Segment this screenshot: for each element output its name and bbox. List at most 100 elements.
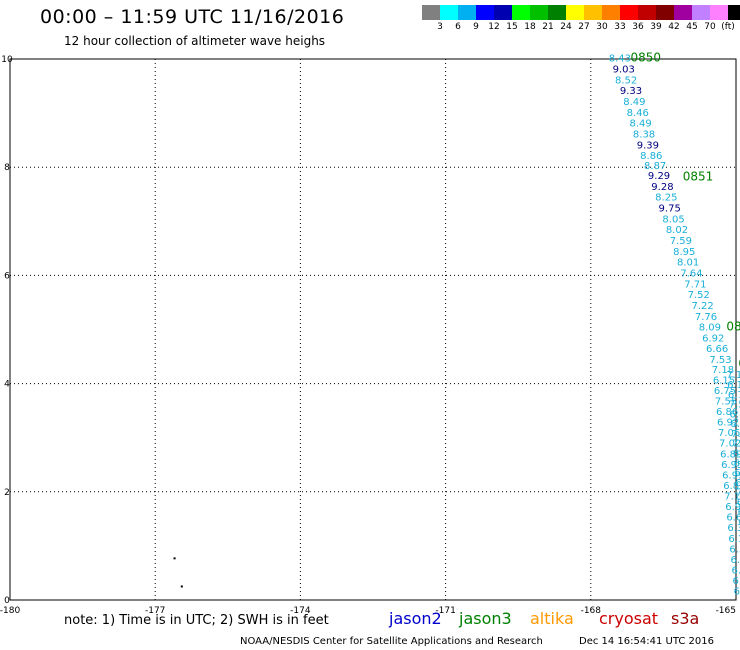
legend-swatch [710,5,728,20]
wave-height-label: 6.55 [732,565,740,576]
legend-swatch [620,5,638,20]
x-tick-label: -171 [435,606,455,616]
plot-frame [9,58,737,601]
wave-height-label: 7.02 [719,439,740,450]
wave-height-label: 8.87 [644,161,666,172]
wave-height-label: 6.89 [733,449,740,460]
wave-height-label: 6.99 [734,468,740,479]
legend-label: 39 [650,22,662,32]
legend-label: 24 [560,22,572,32]
legend-label: 33 [614,22,626,32]
x-tick-label: -165 [716,606,736,616]
satellite-jason3: jason3 [459,609,512,628]
wave-height-label: 8.01 [677,258,699,269]
wave-height-label: 6.86 [730,409,740,420]
legend-swatch [548,5,566,20]
wave-height-label: 6.75 [714,386,736,397]
wave-height-label: 6.95 [734,458,740,469]
color-legend [422,5,740,20]
wave-height-label: 8.49 [630,119,652,130]
y-tick-label: 6 [4,271,10,281]
wave-height-label: 6.61 [726,513,740,524]
legend-label: 15 [506,22,518,32]
wave-height-label: 8.49 [623,97,645,108]
wave-height-label: 7.52 [688,290,710,301]
wave-height-label: 8.43 [609,54,631,65]
wave-height-label: 9.33 [620,86,642,97]
wave-height-label: 6.99 [722,470,740,481]
footer-timestamp: Dec 14 16:54:41 UTC 2016 [579,636,714,647]
wave-height-label: 6.95 [721,460,740,471]
wave-height-label: 9.28 [651,182,673,193]
legend-label: 6 [455,22,461,32]
satellite-s3a: s3a [671,609,700,628]
page-title: 00:00 – 11:59 UTC 11/16/2016 [40,6,345,28]
y-tick-label: 0 [4,596,10,606]
legend-swatch [602,5,620,20]
wave-height-label: 7.18 [712,365,734,376]
legend-label: 21 [542,22,554,32]
legend-label: (ft) [721,22,735,32]
wave-height-label: 8.86 [640,151,662,162]
wave-height-label: 9.03 [613,65,635,76]
note-text: note: 1) Time is in UTC; 2) SWH is in fe… [64,613,329,628]
legend-swatch [458,5,476,20]
wave-height-label: 6.85 [735,478,740,489]
wave-height-label: 6.19 [728,534,740,545]
wave-height-label: 9.29 [648,171,670,182]
legend-swatch [512,5,530,20]
wave-height-label: 6.33 [729,544,740,555]
wave-height-label: 8.05 [662,214,684,225]
legend-label: 45 [686,22,698,32]
wave-height-label: 6.92 [717,418,739,429]
wave-height-label: 6.37 [734,587,740,598]
wave-height-label: 7.06 [731,429,740,440]
data-dot [180,585,183,588]
wave-height-label: 6.75 [728,390,740,401]
legend-swatch [422,5,440,20]
satellite-altika: altika [530,609,574,628]
legend-label: 42 [668,22,680,32]
wave-height-label: 7.53 [709,355,731,366]
x-tick-label: -180 [0,606,20,616]
wave-height-label: 8.46 [627,108,649,119]
wave-height-label: 6.15 [713,375,735,386]
satellite-jason2: jason2 [389,609,442,628]
x-tick-label: -168 [581,606,602,616]
legend-label: 12 [488,22,500,32]
y-tick-label: 2 [4,488,10,498]
wave-height-label: 7.18 [736,488,740,499]
y-tick-label: 10 [1,55,13,65]
legend-label: 18 [524,22,536,32]
wave-height-label: 7.55 [715,396,737,407]
wave-height-label: 8.52 [615,75,637,86]
legend-label: 9 [473,22,479,32]
wave-height-label: 8.25 [655,193,677,204]
data-dot [173,557,176,560]
footer-credit: NOAA/NESDIS Center for Satellite Applica… [240,636,543,647]
wave-height-label: 8.02 [666,225,688,236]
legend-swatch [440,5,458,20]
wave-height-label: 8.09 [699,323,721,334]
wave-height-label: 7.02 [732,439,740,450]
legend-swatch [584,5,602,20]
wave-height-label: 6.35 [727,523,740,534]
y-tick-label: 8 [4,163,10,173]
wave-height-label: 7.18 [726,370,740,381]
x-tick-label: -174 [290,606,311,616]
wave-height-label: 6.92 [737,497,740,508]
wave-height-label: 6.92 [730,419,740,430]
time-label: 0851 [683,170,714,184]
wave-height-label: 8.95 [673,247,695,258]
wave-height-label: 6.89 [720,449,740,460]
legend-label: 27 [578,22,590,32]
legend-label: 3 [437,22,443,32]
legend-swatch [692,5,710,20]
satellite-cryosat: cryosat [599,609,659,628]
wave-height-label: 7.22 [691,301,713,312]
wave-height-label: 6.61 [738,507,740,518]
time-label: 0852 [726,320,740,334]
wave-height-label: 6.62 [733,576,740,587]
wave-height-label: 6.41 [730,555,740,566]
